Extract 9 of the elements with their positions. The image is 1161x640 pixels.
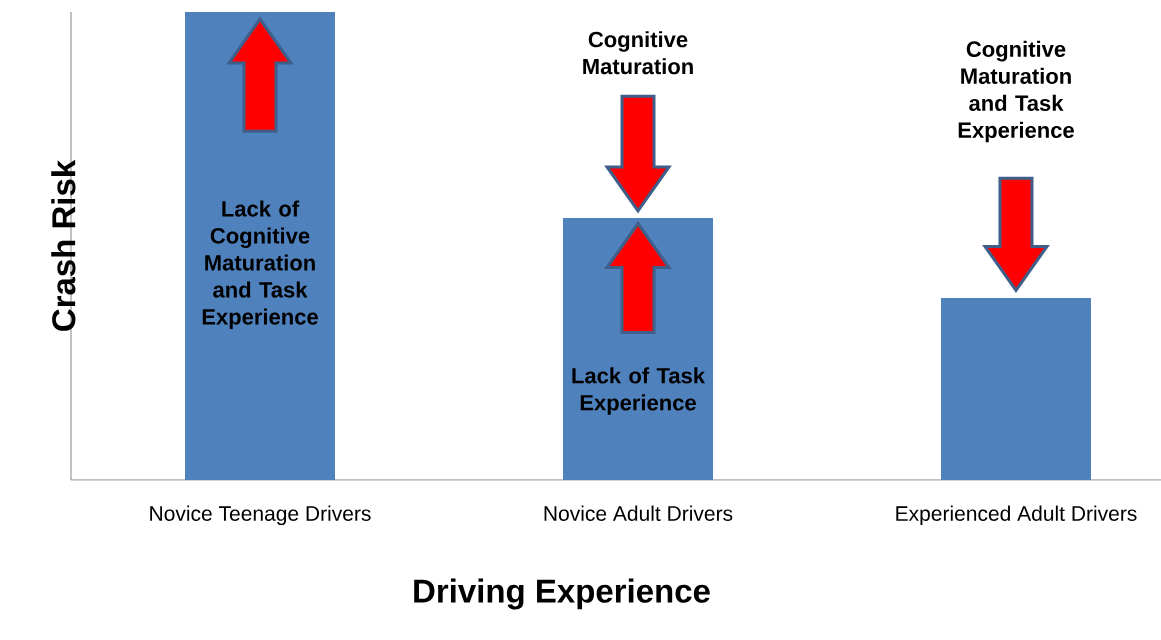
x-tick-label: Novice Teenage Drivers bbox=[150, 505, 371, 526]
annotation: Lack of Task Experience bbox=[572, 367, 706, 415]
annotation: Cognitive Maturation bbox=[583, 31, 693, 75]
x-tick-label: Novice Adult Drivers bbox=[544, 505, 733, 521]
x-tick-label: Experienced Adult Drivers bbox=[896, 505, 1137, 526]
y-axis-title: Crash Risk bbox=[51, 159, 76, 331]
x-axis-title: Driving Experience bbox=[414, 578, 710, 610]
annotation: Lack of Cognitive Maturation and Task Experience bbox=[202, 200, 318, 329]
annotation: Cognitive Maturation and Task Experience bbox=[958, 40, 1074, 143]
